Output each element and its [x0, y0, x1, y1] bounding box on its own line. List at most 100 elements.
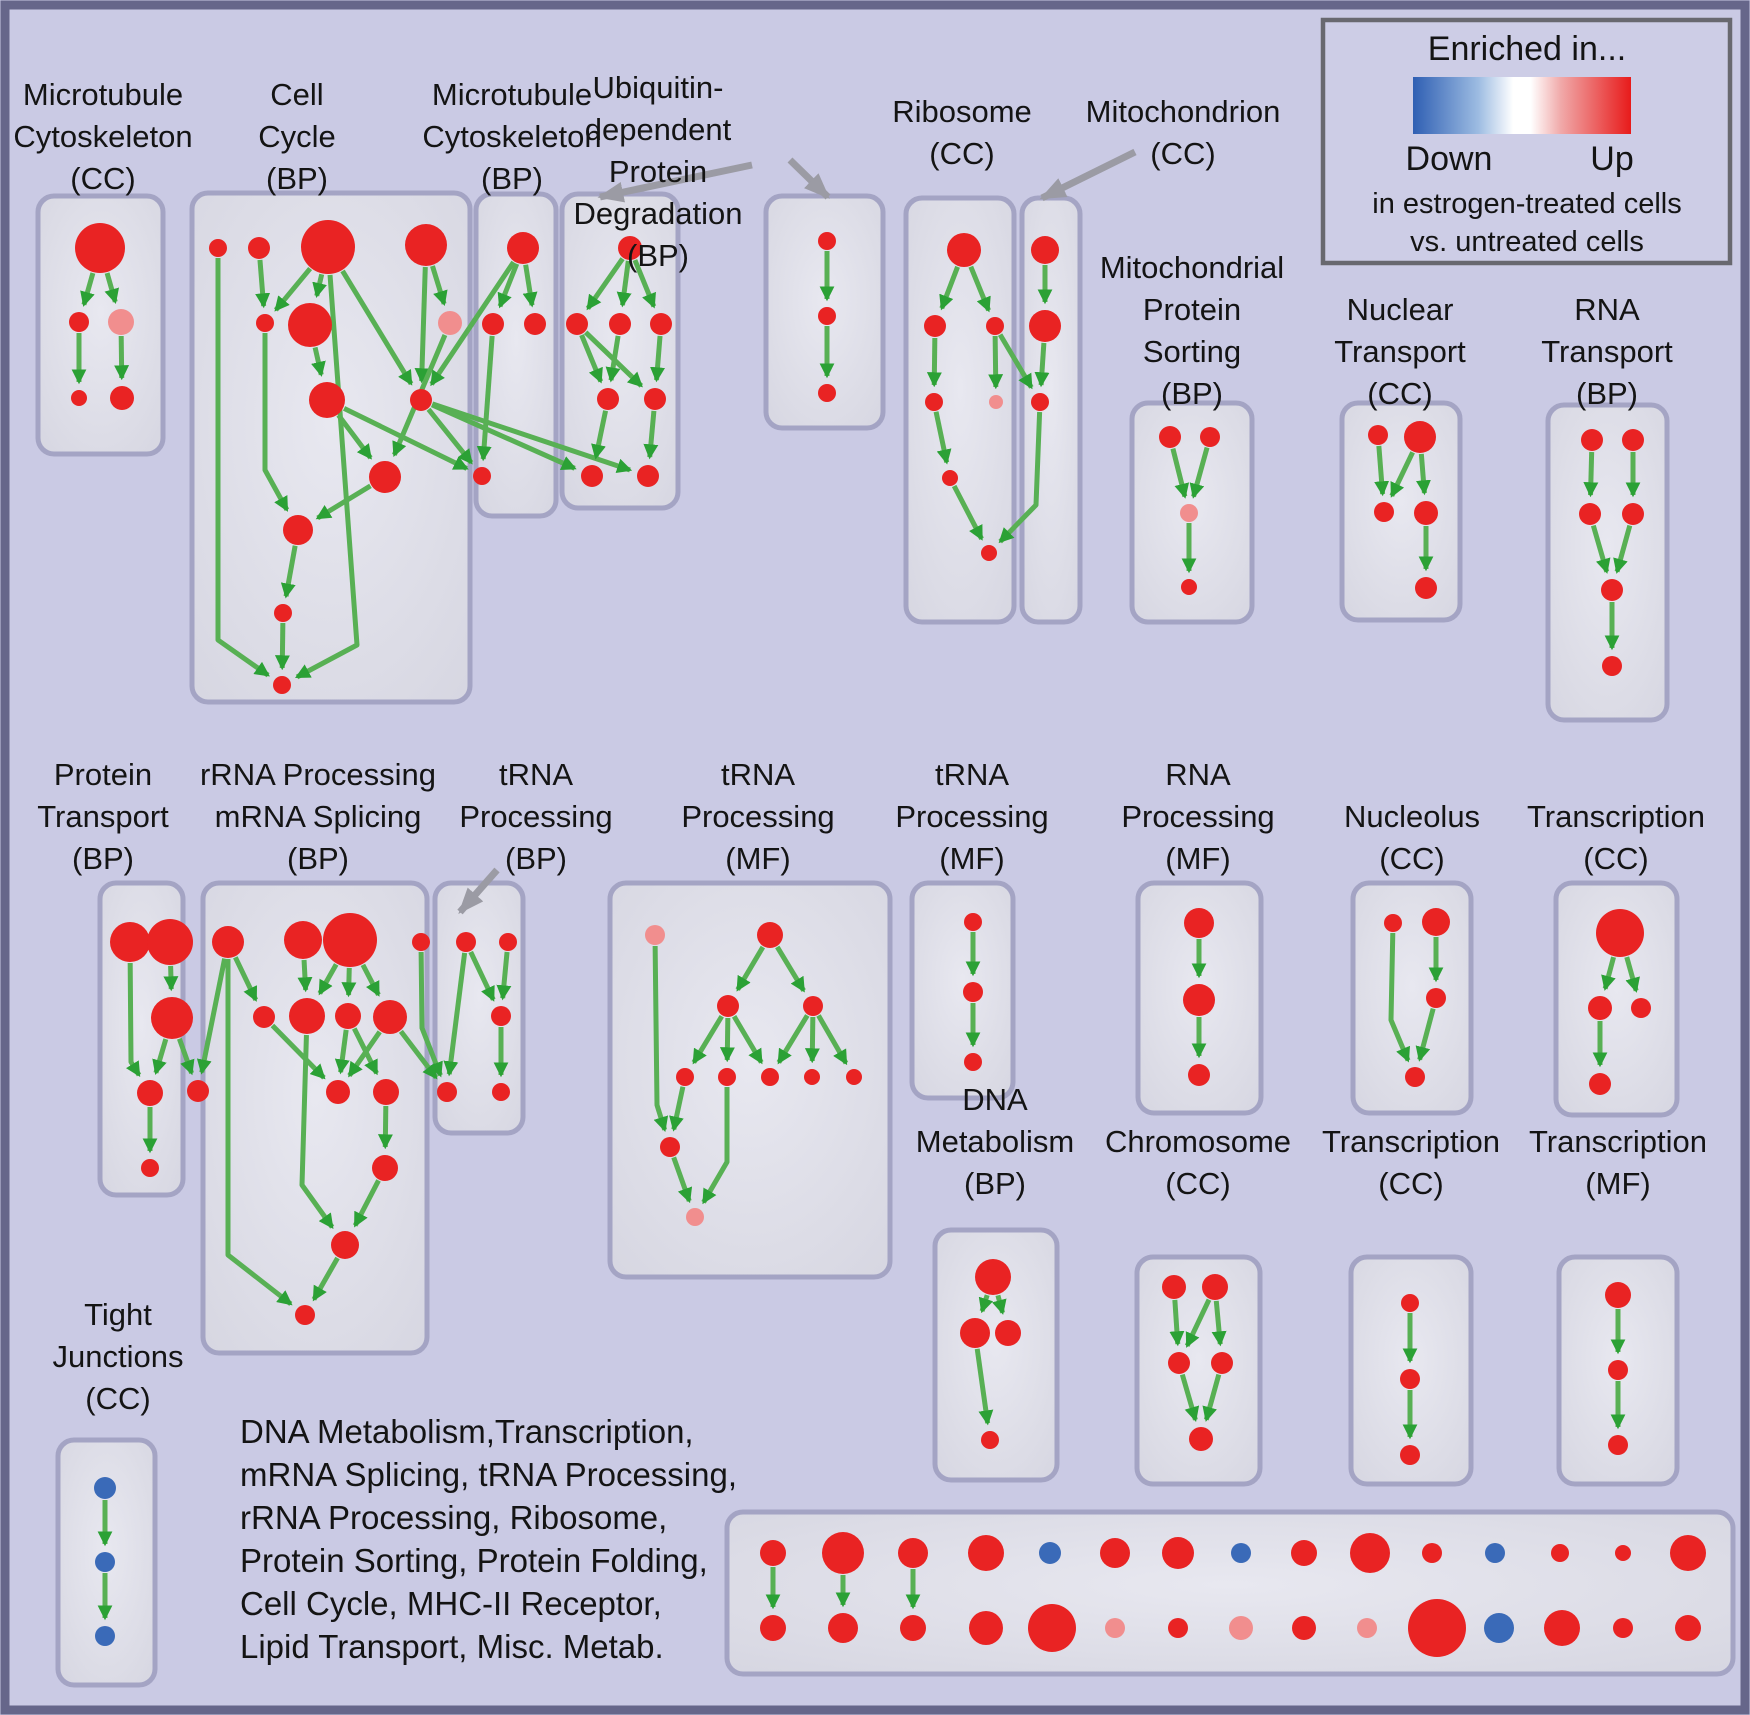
go-term-node-red [1675, 1615, 1701, 1641]
go-term-node-red [1602, 656, 1622, 676]
go-edge [579, 334, 604, 384]
go-term-node-red [412, 933, 430, 951]
go-edge [125, 962, 142, 1078]
go-edge [652, 945, 669, 1132]
go-term-node-pink [438, 311, 462, 335]
annotation-arrow [1039, 148, 1137, 202]
go-term-node-red [818, 232, 836, 250]
cluster-label-16: Transcription (CC) [1526, 799, 1706, 876]
go-term-node-red [1162, 1275, 1186, 1299]
go-edge [80, 272, 96, 307]
go-term-node-pink [645, 925, 665, 945]
go-edge [775, 945, 806, 993]
cluster-box-microtubule-cc [35, 193, 166, 457]
go-edge [311, 1256, 340, 1302]
go-edge [1169, 1299, 1185, 1347]
go-term-node-red [141, 1159, 159, 1177]
go-term-node-red [1400, 1445, 1420, 1465]
cluster-label-9: Protein Transport (BP) [37, 757, 169, 876]
go-term-node-pink [686, 1208, 704, 1226]
cluster-box-transcription-cc-1 [1553, 880, 1680, 1118]
go-edge [274, 622, 290, 671]
go-edge [643, 410, 659, 460]
annotation-arrow [597, 161, 753, 203]
go-edge [804, 1016, 820, 1064]
go-edge [701, 1087, 730, 1205]
go-term-node-red [995, 1320, 1021, 1346]
go-term-node-red [372, 1155, 398, 1181]
go-term-node-pink [989, 395, 1003, 409]
go-edge [998, 411, 1043, 544]
legend-gradient-bar [1413, 77, 1631, 134]
go-term-node-red [1200, 427, 1220, 447]
go-term-node-pink [108, 309, 134, 335]
go-term-node-red [1162, 1537, 1194, 1569]
cluster-box-misc-strip [724, 1509, 1736, 1677]
go-term-node-red [1613, 1618, 1633, 1638]
cluster-label-12: tRNA Processing (MF) [681, 757, 835, 876]
go-edge [591, 410, 609, 460]
go-term-node-red [964, 913, 982, 931]
go-edge [262, 333, 290, 512]
go-term-node-red [960, 1318, 990, 1348]
go-edge [430, 265, 448, 307]
cluster-box-nuclear-transport [1339, 400, 1463, 623]
go-term-node-red [369, 461, 401, 493]
go-term-node-red [499, 933, 517, 951]
go-term-node-blue [94, 1477, 116, 1499]
go-edge [816, 1014, 849, 1066]
go-term-node-red [1414, 501, 1438, 525]
cluster-label-15: Nucleolus (CC) [1343, 799, 1481, 876]
go-edge [114, 335, 130, 381]
go-edge [992, 1294, 1007, 1315]
go-edge [418, 951, 443, 1078]
cluster-label-18: Chromosome (CC) [1104, 1124, 1292, 1201]
cluster-label-5: Mitochondrion (CC) [1085, 94, 1281, 171]
go-term-node-red [581, 465, 603, 487]
go-edge [377, 1105, 393, 1150]
go-term-node-red [975, 1259, 1011, 1295]
cluster-label-13: tRNA Processing (MF) [895, 757, 1049, 876]
go-edge [1583, 451, 1599, 498]
go-edge [1179, 1373, 1200, 1422]
cluster-label-21: Tight Junctions (CC) [52, 1297, 184, 1416]
go-term-node-red [283, 515, 313, 545]
go-term-node-red [1184, 908, 1214, 938]
go-term-node-pink [1105, 1618, 1125, 1638]
go-term-node-red [637, 465, 659, 487]
go-term-node-red [1608, 1360, 1628, 1380]
legend-subtitle-2: vs. untreated cells [1410, 226, 1644, 258]
go-edge [650, 335, 666, 383]
go-edge [1374, 445, 1390, 497]
go-term-node-red [650, 313, 672, 335]
go-term-node-red [804, 1069, 820, 1085]
go-term-node-red [718, 1068, 736, 1086]
go-edge [691, 1014, 724, 1065]
go-term-node-red [209, 239, 227, 257]
go-edge [1415, 1007, 1436, 1062]
cluster-label-11: tRNA Processing (BP) [459, 757, 613, 876]
go-edge [974, 1348, 994, 1426]
go-edge [429, 260, 516, 387]
go-term-node-red [1601, 579, 1623, 601]
annotation-arrows-layer [457, 148, 1137, 915]
go-edge [1184, 1298, 1212, 1348]
go-edge [1189, 446, 1210, 499]
go-term-node-red [456, 932, 476, 952]
go-term-node-red [1422, 908, 1450, 936]
go-term-node-blue [1485, 1543, 1505, 1563]
go-edge [1613, 524, 1633, 574]
go-edge [334, 1029, 350, 1075]
go-term-node-red [964, 1053, 982, 1071]
go-term-node-red [566, 313, 588, 335]
legend-up-label: Up [1590, 140, 1634, 178]
go-term-node-red [1181, 579, 1197, 595]
go-edge [336, 413, 373, 460]
go-edge [215, 258, 270, 678]
cluster-box-chromosome [1134, 1254, 1263, 1487]
go-term-node-red [1588, 996, 1612, 1020]
go-term-node-red [326, 1080, 350, 1104]
go-edge [340, 269, 414, 386]
